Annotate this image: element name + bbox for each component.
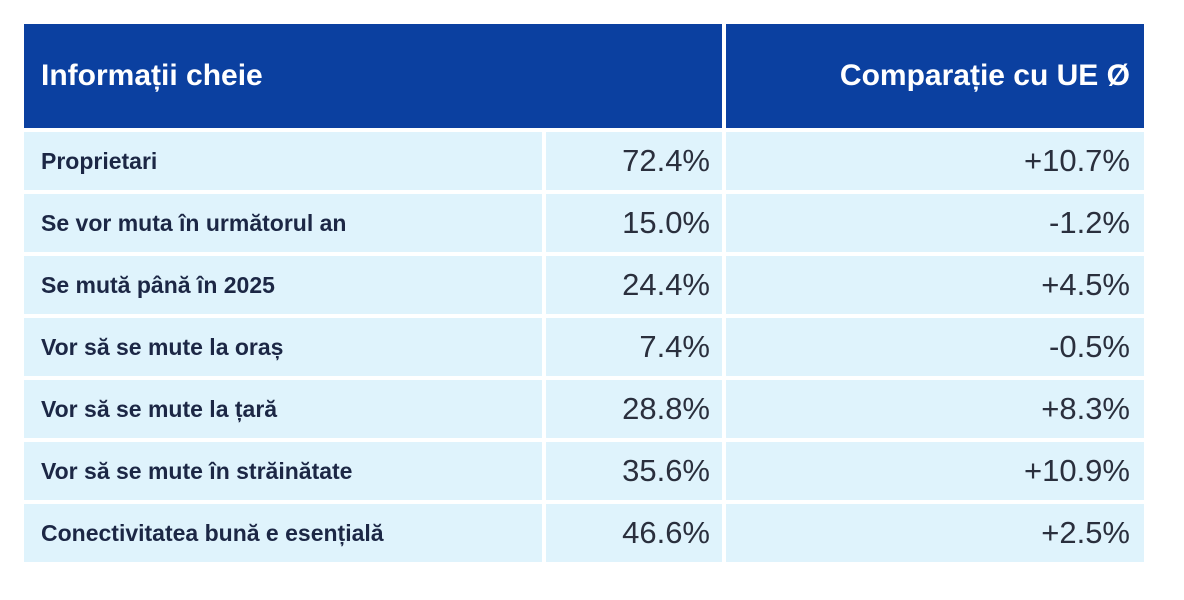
table-row: Se mută până în 2025 24.4% +4.5% <box>24 256 1144 314</box>
row-label: Proprietari <box>24 132 542 190</box>
row-value: 46.6% <box>546 504 722 562</box>
row-eu-comparison: +10.9% <box>726 442 1144 500</box>
row-label: Vor să se mute în străinătate <box>24 442 542 500</box>
row-label: Vor să se mute la țară <box>24 380 542 438</box>
row-label: Vor să se mute la oraș <box>24 318 542 376</box>
row-eu-comparison: +4.5% <box>726 256 1144 314</box>
row-value: 15.0% <box>546 194 722 252</box>
header-key-info: Informații cheie <box>24 24 722 128</box>
row-label: Se vor muta în următorul an <box>24 194 542 252</box>
row-eu-comparison: +8.3% <box>726 380 1144 438</box>
table-row: Vor să se mute la oraș 7.4% -0.5% <box>24 318 1144 376</box>
row-value: 28.8% <box>546 380 722 438</box>
table-header: Informații cheie Comparație cu UE Ø <box>24 24 1144 128</box>
header-eu-comparison: Comparație cu UE Ø <box>726 24 1144 128</box>
row-value: 7.4% <box>546 318 722 376</box>
row-value: 72.4% <box>546 132 722 190</box>
table-row: Vor să se mute la țară 28.8% +8.3% <box>24 380 1144 438</box>
table-row: Proprietari 72.4% +10.7% <box>24 132 1144 190</box>
table-row: Vor să se mute în străinătate 35.6% +10.… <box>24 442 1144 500</box>
row-label: Conectivitatea bună e esențială <box>24 504 542 562</box>
table-row: Conectivitatea bună e esențială 46.6% +2… <box>24 504 1144 562</box>
row-eu-comparison: +2.5% <box>726 504 1144 562</box>
row-value: 35.6% <box>546 442 722 500</box>
row-eu-comparison: +10.7% <box>726 132 1144 190</box>
key-info-table: Informații cheie Comparație cu UE Ø Prop… <box>24 24 1144 562</box>
table-row: Se vor muta în următorul an 15.0% -1.2% <box>24 194 1144 252</box>
row-value: 24.4% <box>546 256 722 314</box>
row-label: Se mută până în 2025 <box>24 256 542 314</box>
row-eu-comparison: -1.2% <box>726 194 1144 252</box>
row-eu-comparison: -0.5% <box>726 318 1144 376</box>
